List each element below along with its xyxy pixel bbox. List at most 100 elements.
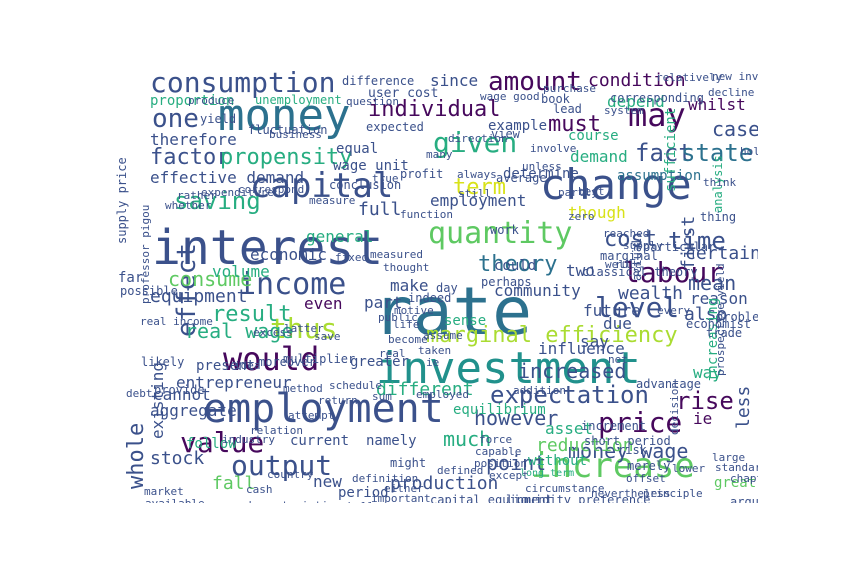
- cloud-word: depend: [607, 92, 665, 111]
- cloud-word: rather: [177, 189, 217, 202]
- cloud-word: whether: [165, 199, 212, 212]
- cloud-word: long term: [520, 468, 575, 479]
- cloud-word: large: [712, 451, 746, 464]
- cloud-word: proportion: [150, 93, 235, 109]
- cloud-word: best: [578, 185, 605, 198]
- cloud-word: likely: [141, 355, 185, 369]
- cloud-word: saving: [174, 187, 261, 215]
- cloud-word: classical theory: [582, 265, 698, 279]
- cloud-word: prospective yield: [714, 263, 727, 376]
- cloud-word: cash: [246, 483, 273, 496]
- cloud-word: output: [231, 449, 333, 482]
- cloud-word: current: [290, 433, 350, 449]
- cloud-word: full: [358, 199, 402, 220]
- cloud-word: new investment: [712, 70, 758, 83]
- cloud-word: effective demand: [150, 168, 305, 187]
- cloud-word: view: [491, 127, 520, 141]
- cloud-word: employment: [203, 386, 444, 432]
- cloud-word: produce: [188, 94, 235, 107]
- cloud-word: circumstance: [525, 482, 605, 495]
- cloud-word: less: [733, 385, 754, 429]
- cloud-word: value: [180, 426, 265, 459]
- cloud-word: way: [693, 363, 722, 382]
- cloud-word: relatively: [656, 71, 723, 84]
- cloud-word: mean: [688, 271, 737, 295]
- cloud-word: though: [568, 203, 626, 222]
- cloud-word: equipment: [150, 286, 248, 307]
- cloud-word: system: [604, 104, 644, 117]
- cloud-word: particular: [643, 240, 716, 254]
- cloud-word: change: [540, 160, 692, 209]
- cloud-word: period: [338, 485, 389, 501]
- cloud-word: excess: [253, 326, 293, 339]
- cloud-word: theory: [478, 252, 558, 277]
- cloud-word: reason: [690, 289, 748, 308]
- cloud-word: method: [283, 382, 323, 395]
- cloud-word: partly: [558, 186, 598, 199]
- cloud-word: term: [453, 175, 506, 200]
- cloud-word: characteristic: [242, 500, 335, 503]
- cloud-word: hold: [740, 145, 758, 158]
- cloud-word: follow: [186, 436, 237, 452]
- cloud-word: market: [144, 485, 184, 498]
- cloud-word: fixed: [335, 251, 369, 264]
- cloud-word: perhaps: [481, 275, 532, 289]
- cloud-word: country: [267, 468, 314, 481]
- cloud-word: even: [304, 294, 343, 313]
- cloud-word: latter: [284, 322, 324, 335]
- cloud-word: purchase: [543, 82, 596, 95]
- cloud-word: fact: [635, 139, 693, 167]
- cloud-word: expectation: [490, 381, 649, 409]
- cloud-word: investment: [376, 343, 641, 394]
- cloud-word: whilst: [688, 95, 746, 114]
- cloud-word: new: [313, 472, 342, 491]
- cloud-word: propensity: [220, 145, 353, 170]
- cloud-word: unemployment: [255, 93, 342, 107]
- cloud-word: supply price: [115, 157, 129, 244]
- cloud-word: level: [595, 291, 680, 324]
- cloud-word: rise: [676, 387, 734, 415]
- cloud-word: certain: [685, 243, 758, 264]
- cloud-word: community: [494, 281, 581, 300]
- cloud-word: moreover: [258, 355, 316, 369]
- cloud-word: course: [568, 128, 619, 144]
- cloud-word: two: [566, 261, 595, 280]
- cloud-word: cannot: [153, 385, 211, 404]
- cloud-word: without: [528, 453, 588, 469]
- cloud-word: sum: [372, 390, 392, 403]
- cloud-word: amount: [488, 69, 582, 97]
- cloud-word: book: [541, 92, 570, 106]
- cloud-word: schedule: [329, 379, 382, 392]
- cloud-word: make: [390, 276, 429, 295]
- cloud-word: day: [436, 281, 458, 295]
- cloud-word: demand: [570, 147, 628, 166]
- cloud-word: also: [684, 304, 728, 325]
- cloud-word: industry: [222, 433, 275, 446]
- cloud-word: stock: [150, 448, 205, 469]
- cloud-word: example: [488, 118, 548, 134]
- cloud-word: direction: [448, 132, 508, 145]
- cloud-word: price: [598, 406, 683, 439]
- cloud-word: real wage: [185, 319, 294, 343]
- cloud-word: far: [118, 270, 144, 286]
- cloud-word: lower: [672, 462, 706, 475]
- cloud-word: expenditure: [201, 186, 274, 199]
- cloud-word: interest: [152, 220, 384, 276]
- cloud-word: debt: [126, 387, 153, 400]
- cloud-word: equilibrium: [453, 402, 546, 418]
- cloud-word: capital equipment: [430, 493, 553, 503]
- cloud-word: multiplier: [283, 352, 356, 366]
- cloud-word: work: [490, 223, 519, 237]
- cloud-word: income: [238, 267, 347, 302]
- cloud-word: increased: [518, 359, 627, 383]
- cloud-word: increase: [531, 446, 695, 486]
- cloud-word: sense: [444, 313, 487, 329]
- cloud-word: important: [371, 492, 431, 503]
- cloud-word: condition: [588, 70, 686, 91]
- cloud-word: employment: [430, 191, 527, 210]
- cloud-word: decision: [668, 382, 681, 435]
- cloud-word: problem: [716, 310, 758, 324]
- cloud-word: indeed: [408, 291, 452, 305]
- cloud-word: zero: [568, 210, 595, 223]
- cloud-word: might: [390, 456, 427, 470]
